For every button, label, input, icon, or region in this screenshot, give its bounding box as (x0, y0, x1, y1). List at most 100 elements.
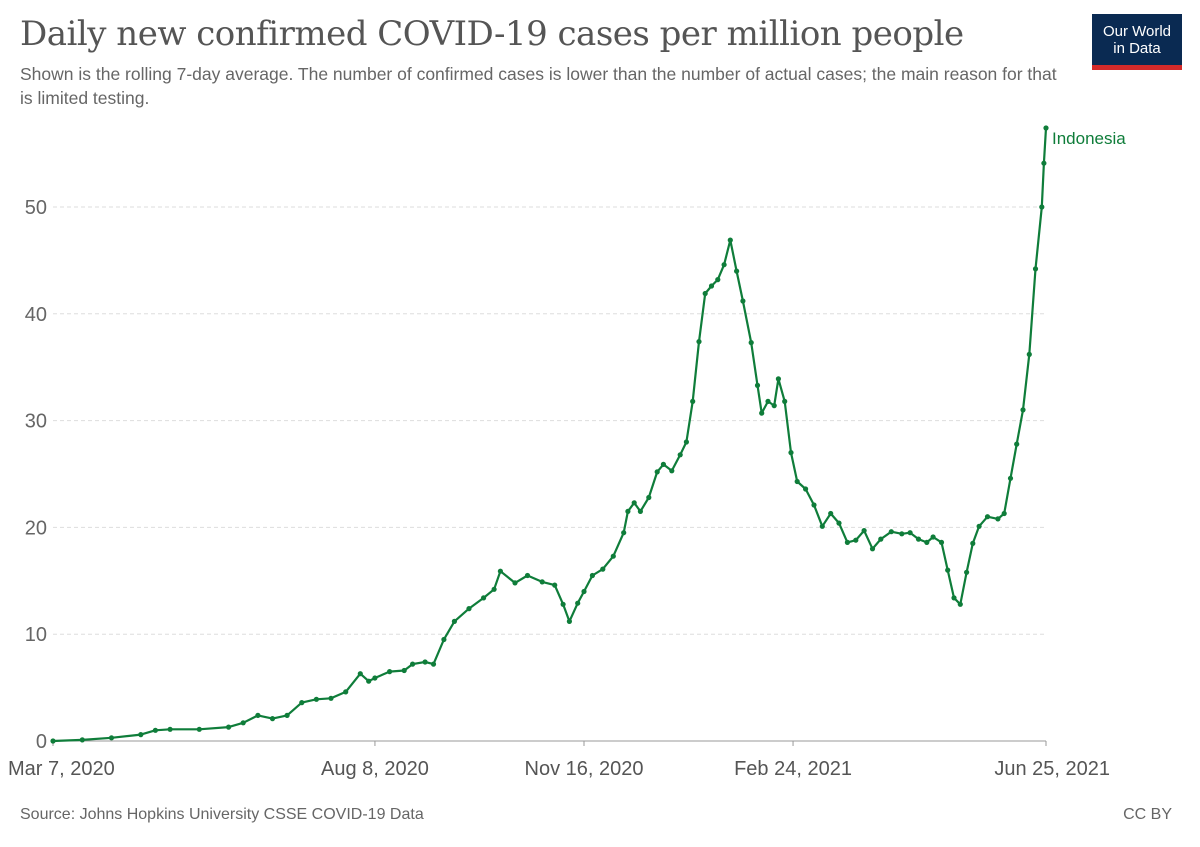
data-point[interactable] (782, 398, 788, 404)
data-point[interactable] (108, 735, 115, 741)
data-point[interactable] (702, 290, 708, 297)
data-point[interactable] (970, 540, 976, 547)
data-point[interactable] (560, 601, 566, 607)
data-point[interactable] (924, 539, 930, 546)
data-point[interactable] (1041, 160, 1047, 166)
data-point[interactable] (819, 523, 825, 529)
data-point[interactable] (964, 569, 970, 575)
data-point[interactable] (387, 669, 393, 675)
data-point[interactable] (539, 579, 545, 585)
data-point[interactable] (410, 661, 416, 667)
data-point[interactable] (481, 595, 487, 601)
data-point[interactable] (853, 537, 859, 543)
data-point[interactable] (401, 667, 407, 674)
data-point[interactable] (794, 478, 800, 485)
data-point[interactable] (888, 529, 894, 535)
data-point[interactable] (1039, 204, 1045, 210)
data-point[interactable] (441, 636, 447, 643)
data-point[interactable] (269, 716, 276, 722)
data-point[interactable] (869, 546, 876, 552)
data-point[interactable] (491, 586, 497, 592)
data-point[interactable] (899, 531, 905, 537)
data-point[interactable] (299, 700, 305, 706)
data-point[interactable] (984, 514, 991, 520)
data-point[interactable] (328, 695, 334, 701)
data-point[interactable] (226, 724, 232, 730)
data-point[interactable] (240, 720, 246, 726)
data-point[interactable] (976, 523, 982, 529)
data-point[interactable] (995, 516, 1001, 522)
data-point[interactable] (669, 468, 675, 474)
data-point[interactable] (660, 461, 667, 467)
license-link[interactable]: CC BY (1123, 806, 1172, 823)
data-point[interactable] (1020, 407, 1026, 413)
data-point[interactable] (828, 510, 834, 517)
data-point[interactable] (754, 382, 761, 388)
data-point[interactable] (372, 675, 378, 681)
data-point[interactable] (366, 678, 372, 684)
data-point[interactable] (945, 567, 951, 573)
data-point[interactable] (79, 737, 85, 743)
series-label-0[interactable]: Indonesia (1052, 129, 1126, 148)
data-point[interactable] (1026, 351, 1032, 357)
data-point[interactable] (1001, 510, 1007, 517)
data-point[interactable] (167, 726, 173, 732)
data-point[interactable] (907, 530, 913, 536)
data-point[interactable] (930, 534, 936, 540)
data-point[interactable] (621, 530, 627, 536)
data-point[interactable] (765, 398, 771, 404)
data-point[interactable] (696, 339, 702, 345)
data-point[interactable] (581, 588, 587, 595)
data-point[interactable] (654, 469, 660, 475)
data-point[interactable] (690, 398, 696, 404)
data-point[interactable] (646, 494, 652, 501)
data-point[interactable] (552, 582, 558, 588)
data-point[interactable] (844, 539, 851, 546)
data-point[interactable] (637, 508, 644, 514)
data-point[interactable] (1032, 266, 1039, 272)
data-point[interactable] (50, 738, 56, 744)
data-point[interactable] (915, 536, 922, 542)
data-point[interactable] (740, 298, 746, 304)
data-point[interactable] (811, 502, 817, 508)
data-point[interactable] (708, 283, 715, 289)
data-point[interactable] (625, 508, 631, 514)
data-point[interactable] (524, 572, 531, 579)
data-point[interactable] (721, 262, 727, 268)
data-point[interactable] (836, 520, 842, 526)
data-point[interactable] (803, 486, 809, 492)
data-point[interactable] (512, 580, 518, 586)
data-point[interactable] (1043, 125, 1049, 131)
data-point[interactable] (878, 536, 884, 542)
data-point[interactable] (715, 277, 721, 283)
data-point[interactable] (566, 618, 573, 625)
data-point[interactable] (497, 568, 503, 574)
data-point[interactable] (255, 712, 261, 719)
data-point[interactable] (1007, 475, 1014, 481)
data-point[interactable] (1014, 441, 1020, 447)
data-point[interactable] (631, 500, 637, 506)
data-point[interactable] (788, 450, 794, 456)
data-point[interactable] (152, 727, 158, 733)
data-point[interactable] (610, 553, 616, 559)
data-point[interactable] (771, 403, 777, 409)
data-point[interactable] (957, 601, 963, 607)
data-point[interactable] (938, 539, 945, 546)
data-point[interactable] (575, 600, 581, 606)
data-point[interactable] (451, 618, 457, 625)
data-point[interactable] (313, 696, 319, 702)
data-point[interactable] (422, 659, 428, 665)
data-point[interactable] (600, 566, 606, 572)
data-point[interactable] (430, 661, 437, 667)
data-point[interactable] (734, 268, 740, 274)
data-point[interactable] (466, 606, 472, 612)
data-point[interactable] (357, 671, 363, 677)
data-point[interactable] (589, 572, 596, 579)
data-point[interactable] (951, 595, 957, 601)
data-point[interactable] (196, 726, 202, 732)
data-point[interactable] (138, 732, 144, 738)
data-point[interactable] (861, 528, 867, 534)
data-point[interactable] (284, 712, 290, 719)
data-point[interactable] (683, 439, 690, 445)
data-point[interactable] (775, 376, 782, 382)
